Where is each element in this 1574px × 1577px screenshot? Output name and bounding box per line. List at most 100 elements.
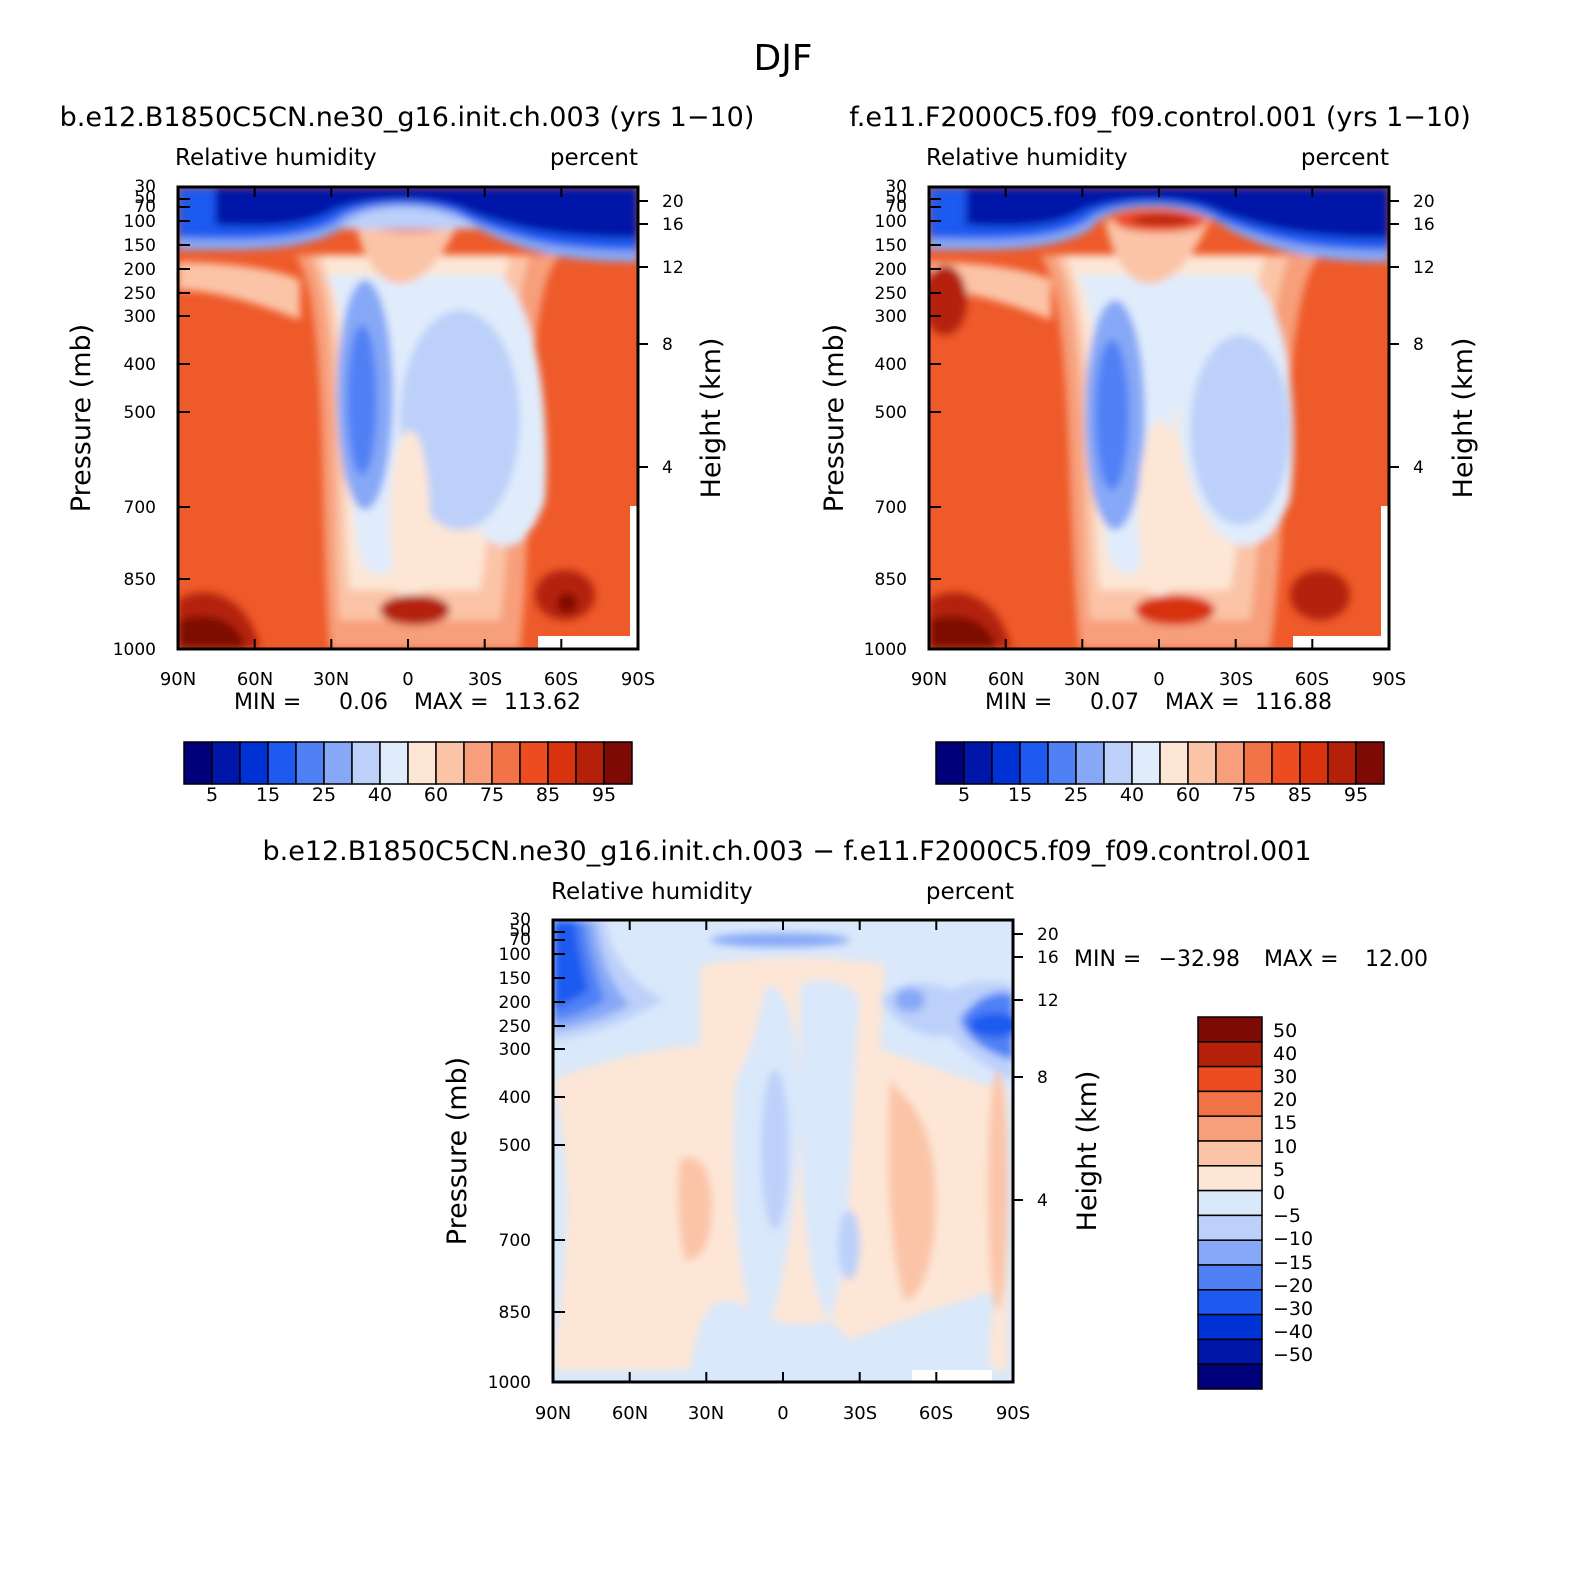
panel-3-colorbar-swatch-2 — [1197, 1065, 1263, 1093]
panel-1-min-label: MIN = — [234, 690, 301, 715]
panel-2-ytick-100: 100 — [875, 212, 907, 232]
panel-2-colorbar-swatch-5 — [1075, 741, 1105, 785]
panel-3-colorbar-swatch-6 — [1197, 1165, 1263, 1192]
panel-3-colorbar-swatch-13 — [1197, 1338, 1263, 1365]
panel-1-right-tick-labels: 20 16 12 8 4 — [662, 192, 684, 478]
panel-3-cb-label-11: −20 — [1273, 1275, 1313, 1297]
panel-3-colorbar-swatch-7 — [1197, 1189, 1263, 1217]
panel-2-colorbar-swatch-8 — [1159, 741, 1189, 785]
panel-3-max-label: MAX = — [1264, 947, 1339, 972]
panel-2-ytick-250: 250 — [875, 284, 907, 304]
panel-3-cb-label-5: 10 — [1273, 1136, 1297, 1158]
panel-2-y-tick-labels: 30 50 70 100 150 200 250 300 400 500 700… — [864, 177, 907, 660]
panel-3-rtick-4: 4 — [1037, 1191, 1048, 1211]
panel-2-rtick-4: 4 — [1413, 458, 1424, 478]
panel-3-cb-label-7: 0 — [1273, 1182, 1285, 1204]
panel-2-ytick-70: 70 — [885, 197, 907, 217]
panel-3-ytick-30: 30 — [509, 910, 531, 930]
panel-3-right-axis-label: Height (km) — [1072, 1071, 1103, 1232]
panel-3-colorbar-swatch-5 — [1197, 1140, 1263, 1167]
panel-3-xtick-2: 30N — [688, 1403, 724, 1424]
panel-3-colorbar-swatch-9 — [1197, 1239, 1263, 1266]
panel-3-ytick-50: 50 — [509, 921, 531, 941]
panel-2-max-label: MAX = — [1165, 690, 1240, 715]
panel-1-xtick-2: 30N — [313, 669, 349, 690]
panel-3-right-subtitle: percent — [926, 879, 1014, 905]
panel-2-xtick-3: 0 — [1153, 669, 1164, 690]
panel-1-ytick-1000: 1000 — [113, 640, 156, 660]
panel-1-ytick-400: 400 — [124, 355, 156, 375]
panel-3-ytick-700: 700 — [499, 1231, 531, 1251]
panel-2-colorbar-swatch-6 — [1103, 741, 1133, 785]
panel-3-title: b.e12.B1850C5CN.ne30_g16.init.ch.003 − f… — [262, 836, 1311, 867]
panel-1-xtick-3: 0 — [402, 669, 413, 690]
panel-2-cb-label-6: 85 — [1288, 784, 1312, 806]
panel-1-ticks — [177, 186, 648, 650]
panel-1-colorbar-swatch-12 — [519, 741, 549, 785]
panel-3-ytick-400: 400 — [499, 1088, 531, 1108]
panel-2-colorbar-swatch-12 — [1271, 741, 1301, 785]
panel-3-colorbar-swatch-1 — [1197, 1041, 1263, 1068]
panel-3-y-axis-label: Pressure (mb) — [442, 1057, 473, 1245]
panel-2-xtick-1: 60N — [988, 669, 1024, 690]
panel-3-contour-field — [553, 920, 1013, 1382]
panel-1-ytick-50: 50 — [134, 188, 156, 208]
panel-1-rtick-20: 20 — [662, 192, 684, 212]
panel-1-cb-label-2: 25 — [312, 784, 336, 806]
panel-1-rtick-4: 4 — [662, 458, 673, 478]
panel-2-title: f.e11.F2000C5.f09_f09.control.001 (yrs 1… — [849, 102, 1471, 133]
panel-3-left-subtitle: Relative humidity — [551, 879, 753, 905]
panel-3-min-value: −32.98 — [1159, 947, 1240, 972]
panel-1-y-tick-labels: 30 50 70 100 150 200 250 300 400 500 700… — [113, 177, 156, 660]
panel-2-colorbar-swatch-9 — [1187, 741, 1217, 785]
panel-1-colorbar-swatch-14 — [575, 741, 605, 785]
panel-2-xtick-5: 60S — [1295, 669, 1329, 690]
panel-2-colorbar-swatch-2 — [991, 741, 1021, 785]
panel-2-rtick-12: 12 — [1413, 258, 1435, 278]
panel-1-contour-field — [178, 187, 638, 649]
panel-1-max-value: 113.62 — [504, 690, 581, 715]
panel-3-colorbar-swatch-11 — [1197, 1289, 1263, 1316]
panel-3-ytick-850: 850 — [499, 1303, 531, 1323]
panel-3-cb-label-3: 20 — [1273, 1089, 1297, 1111]
panel-2-right-axis-label: Height (km) — [1448, 338, 1479, 499]
panel-3-ytick-100: 100 — [499, 945, 531, 965]
panel-1-cb-label-7: 95 — [592, 784, 616, 806]
panel-1-colorbar-swatch-7 — [379, 741, 409, 785]
panel-1-colorbar-swatch-10 — [463, 741, 493, 785]
panel-2-ytick-200: 200 — [875, 260, 907, 280]
panel-2-contour-field — [929, 187, 1389, 649]
panel-1-xtick-4: 30S — [468, 669, 502, 690]
panel-1-xtick-1: 60N — [237, 669, 273, 690]
panel-1-colorbar-swatch-0 — [183, 741, 213, 785]
panel-1-cb-label-0: 5 — [206, 784, 218, 806]
panel-2-min-label: MIN = — [985, 690, 1052, 715]
panel-2-ytick-400: 400 — [875, 355, 907, 375]
panel-2-cb-label-0: 5 — [958, 784, 970, 806]
panel-1-xtick-0: 90N — [160, 669, 196, 690]
panel-1-cb-label-5: 75 — [480, 784, 504, 806]
panel-3-min-label: MIN = — [1074, 947, 1141, 972]
panel-2-ytick-1000: 1000 — [864, 640, 907, 660]
panel-3-ytick-1000: 1000 — [488, 1373, 531, 1393]
panel-1-ytick-250: 250 — [124, 284, 156, 304]
panel-1-y-axis-label: Pressure (mb) — [66, 324, 97, 512]
panel-2-colorbar-swatch-14 — [1327, 741, 1357, 785]
panel-2-cb-label-2: 25 — [1064, 784, 1088, 806]
panel-1-colorbar-swatch-3 — [267, 741, 297, 785]
panel-3-ytick-500: 500 — [499, 1136, 531, 1156]
panel-3-ticks — [552, 919, 1023, 1383]
panel-2-left-subtitle: Relative humidity — [926, 145, 1128, 171]
panel-2-cb-label-1: 15 — [1008, 784, 1032, 806]
panel-3-ytick-70: 70 — [509, 930, 531, 950]
panel-1-colorbar-swatch-1 — [211, 741, 241, 785]
panel-3-cb-label-10: −15 — [1273, 1252, 1313, 1274]
panel-1-ytick-100: 100 — [124, 212, 156, 232]
panel-1-cb-label-1: 15 — [256, 784, 280, 806]
panel-3-right-tick-labels: 20 16 12 8 4 — [1037, 925, 1059, 1211]
panel-2-y-axis-label: Pressure (mb) — [819, 324, 850, 512]
panel-3-rtick-12: 12 — [1037, 991, 1059, 1011]
panel-1-colorbar-swatch-6 — [351, 741, 381, 785]
panel-2-ytick-700: 700 — [875, 498, 907, 518]
